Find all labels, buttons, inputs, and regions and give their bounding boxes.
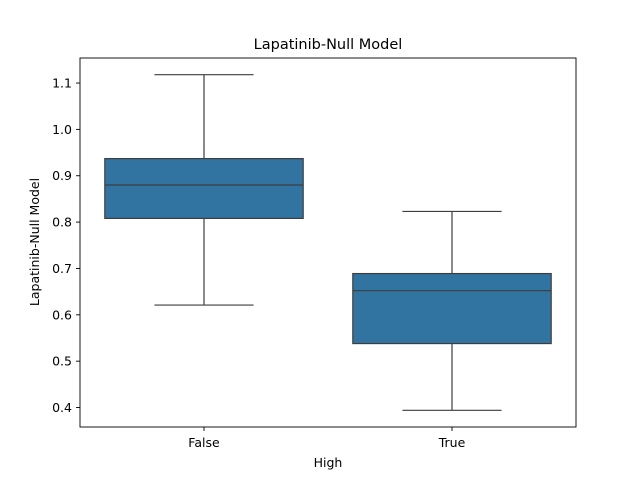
y-tick-label: 1.1 — [52, 76, 72, 91]
x-tick-label: False — [188, 435, 220, 450]
y-tick-label: 0.9 — [52, 168, 72, 183]
y-tick-label: 0.5 — [52, 354, 72, 369]
plot-area — [104, 74, 552, 411]
x-axis: False True — [188, 427, 466, 450]
axes-frame — [79, 57, 577, 428]
box-iqr — [104, 157, 304, 219]
x-axis-label: High — [314, 455, 343, 470]
box-false — [104, 74, 304, 306]
chart-title: Lapatinib-Null Model — [254, 37, 403, 53]
y-tick-label: 0.7 — [52, 261, 72, 276]
y-tick-label: 0.4 — [52, 400, 72, 415]
y-tick-label: 1.0 — [52, 122, 72, 137]
y-tick-label: 0.8 — [52, 215, 72, 230]
x-tick-label: True — [438, 435, 466, 450]
box-true — [352, 210, 552, 411]
box-iqr — [352, 272, 552, 345]
y-tick-label: 0.6 — [52, 307, 72, 322]
y-axis: 0.4 0.5 0.6 0.7 0.8 0.9 1.0 1.1 — [52, 76, 80, 415]
y-axis-label: Lapatinib-Null Model — [27, 178, 42, 306]
